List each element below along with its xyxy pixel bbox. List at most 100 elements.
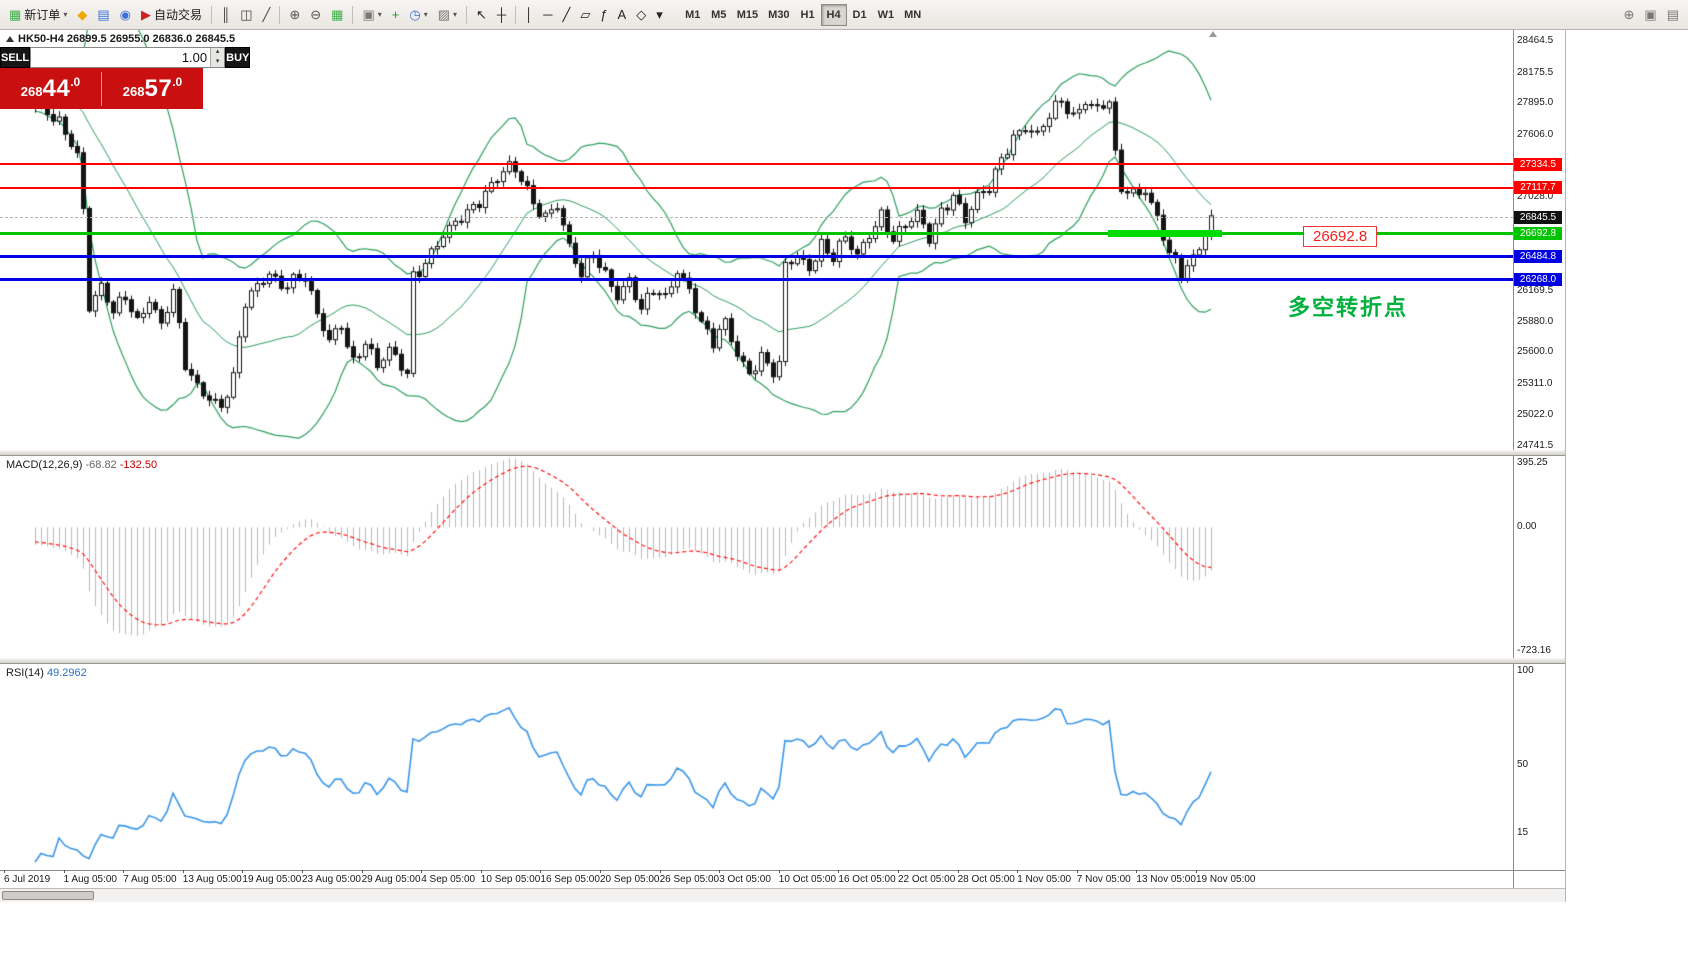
time-axis-label: 7 Nov 05:00 [1076, 874, 1131, 885]
pane-splitter-macd[interactable] [0, 450, 1565, 456]
time-axis-tick [600, 870, 601, 873]
candlestick-mode-button[interactable]: ◫ [235, 3, 257, 27]
turning-point-annotation[interactable]: 多空转折点 [1288, 295, 1409, 320]
templates-button[interactable]: ▨ ▾ [433, 3, 462, 27]
search-button[interactable]: ⊕ [1619, 3, 1640, 27]
bar-chart-icon: ║ [220, 7, 231, 22]
vertical-line-button[interactable]: │ [520, 3, 538, 27]
periods-button[interactable]: ◷ ▾ [404, 3, 432, 27]
horizontal-line-26692.8[interactable] [0, 232, 1513, 236]
data-window-button[interactable]: ▤ [92, 3, 114, 27]
volume-down-icon[interactable]: ▾ [211, 57, 225, 67]
horizontal-line-26484.8[interactable] [0, 254, 1513, 258]
timeframe-m30-button[interactable]: M30 [763, 4, 794, 26]
horizontal-line-26268.0[interactable] [0, 278, 1513, 282]
terminal-button[interactable]: ▤ [1662, 3, 1684, 27]
channel-button[interactable]: ▱ [575, 3, 595, 27]
timeframe-h1-button[interactable]: H1 [795, 4, 821, 26]
toolbar-right-buttons: ⊕ ▣ ▤ [1619, 3, 1685, 27]
time-axis-tick [838, 870, 840, 873]
sell-button[interactable]: SELL [0, 47, 31, 68]
price-tag-26692.8: 26692.8 [1514, 227, 1562, 241]
time-axis-label: 20 Sep 05:00 [600, 874, 660, 885]
volume-input[interactable] [31, 48, 211, 67]
line-chart-mode-button[interactable]: ╱ [258, 3, 276, 27]
price-axis-tick: 28464.5 [1517, 35, 1554, 47]
shapes-button[interactable]: ▾ [651, 3, 668, 27]
price-axis-border [1513, 30, 1514, 888]
timeframe-m15-button[interactable]: M15 [732, 4, 763, 26]
price-annotation-box[interactable]: 26692.8 [1303, 226, 1378, 247]
autotrading-button[interactable]: ▶ 自动交易 [136, 3, 207, 27]
time-axis-tick [361, 870, 363, 873]
time-axis-tick [1076, 870, 1078, 873]
candlestick-icon: ◫ [240, 7, 253, 22]
time-axis-label: 29 Aug 05:00 [361, 874, 421, 885]
shapes-dropdown-icon: ▾ [656, 7, 663, 22]
trendline-button[interactable]: ╱ [557, 3, 575, 27]
price-tag-27334.5: 27334.5 [1514, 157, 1562, 171]
crosshair-button[interactable]: ┼ [492, 3, 511, 27]
macd-indicator-canvas[interactable] [0, 456, 1513, 658]
panel-collapse-icon[interactable] [6, 36, 14, 42]
zoom-out-icon: ⊖ [310, 7, 322, 22]
timeframe-mn-button[interactable]: MN [899, 4, 926, 26]
timeframe-m5-button[interactable]: M5 [706, 4, 732, 26]
tile-windows-button[interactable]: ▦ [326, 3, 348, 27]
text-label-button[interactable]: ◇ [631, 3, 651, 27]
rsi-indicator-canvas[interactable] [0, 664, 1513, 870]
volume-up-icon[interactable]: ▴ [211, 48, 225, 58]
time-axis-tick [4, 870, 5, 873]
thick-trend-segment[interactable] [1108, 230, 1222, 238]
time-axis-label: 7 Aug 05:00 [123, 874, 177, 885]
pane-splitter-rsi[interactable] [0, 658, 1565, 664]
tile-windows-icon: ▦ [331, 7, 344, 22]
buy-price[interactable]: 26857.0 [102, 75, 203, 103]
one-click-trading-panel: SELL ▴ ▾ BUY 26844.0 26857.0 [0, 47, 251, 109]
mql5-community-button[interactable]: ◆ [72, 3, 92, 27]
sell-price-frac: .0 [70, 74, 81, 89]
new-order-button[interactable]: ▦ 新订单 ▾ [4, 3, 72, 27]
sound-alerts-button[interactable]: ◉ [115, 3, 136, 27]
rsi-value: 49.2962 [46, 667, 87, 679]
clock-icon: ◷ [409, 7, 421, 22]
text-button[interactable]: A [613, 3, 632, 27]
time-axis-tick [957, 870, 959, 873]
chart-window-button[interactable]: ▣ [1639, 3, 1661, 27]
zoom-in-button[interactable]: ⊕ [284, 3, 305, 27]
new-chart-button[interactable]: ▣ ▾ [357, 3, 386, 27]
timeframe-w1-button[interactable]: W1 [873, 4, 900, 26]
indicators-list-button[interactable]: + [387, 3, 405, 27]
mql5-diamond-icon: ◆ [77, 7, 88, 22]
time-axis-label: 10 Oct 05:00 [778, 874, 837, 885]
horizontal-line-27334.5[interactable] [0, 163, 1513, 166]
zoom-out-button[interactable]: ⊖ [305, 3, 326, 27]
macd-value-signal: -132.50 [119, 459, 158, 471]
chart-title: HK50-H4 26899.5 26955.0 26836.0 26845.5 [6, 33, 235, 45]
cursor-button[interactable]: ↖ [471, 3, 492, 27]
toolbar-separator [279, 5, 281, 24]
line-chart-icon: ╱ [262, 7, 271, 22]
timeframe-m1-button[interactable]: M1 [680, 4, 706, 26]
horizontal-line-27117.7[interactable] [0, 186, 1513, 189]
macd-axis-tick: 395.25 [1517, 457, 1548, 468]
horizontal-line-button[interactable]: ─ [538, 3, 557, 27]
trendline-icon: ╱ [562, 7, 571, 22]
zoom-in-icon: ⊕ [289, 7, 301, 22]
time-axis [0, 870, 1565, 888]
time-axis-label: 4 Sep 05:00 [421, 874, 476, 885]
price-chart-canvas[interactable] [0, 30, 1513, 450]
time-axis-tick [659, 870, 661, 873]
fibonacci-icon: ƒ [600, 7, 608, 22]
horizontal-scrollbar[interactable] [0, 888, 1565, 902]
timeframe-d1-button[interactable]: D1 [847, 4, 873, 26]
price-axis-tick: 25880.0 [1517, 315, 1554, 327]
buy-button[interactable]: BUY [225, 47, 251, 68]
time-axis-tick [421, 870, 423, 873]
scrollbar-handle[interactable] [2, 891, 94, 900]
time-axis-label: 1 Nov 05:00 [1017, 874, 1072, 885]
sell-price[interactable]: 26844.0 [0, 75, 101, 103]
bar-chart-mode-button[interactable]: ║ [216, 3, 235, 27]
timeframe-h4-button[interactable]: H4 [820, 3, 847, 26]
fibonacci-button[interactable]: ƒ [595, 3, 612, 27]
